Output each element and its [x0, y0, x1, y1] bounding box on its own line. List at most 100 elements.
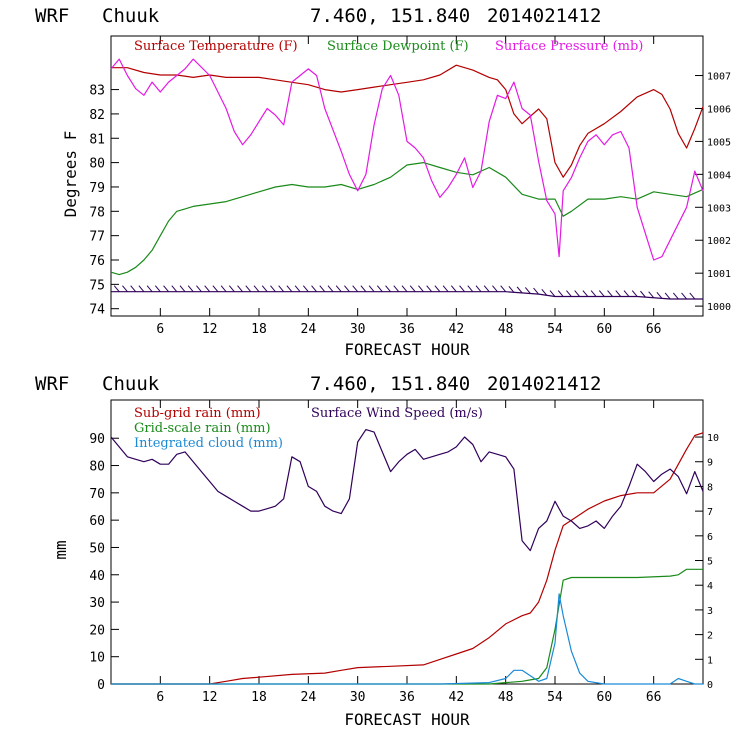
series-line-surface-wind [111, 291, 703, 300]
wind-barb [492, 285, 498, 292]
wind-barb [138, 285, 145, 292]
y2-tick-label: 9 [707, 458, 713, 469]
y2-tick-label: 1003 [707, 203, 731, 214]
wind-barb [376, 285, 383, 292]
wind-barb [360, 285, 367, 292]
bottom-x-axis-label: FORECAST HOUR [344, 710, 470, 729]
wind-barb [319, 285, 326, 292]
wind-barb [566, 290, 572, 297]
x-tick-label: 12 [202, 690, 218, 705]
x-tick-label: 6 [156, 690, 164, 705]
bottom-chart-series [110, 429, 704, 685]
wind-barb [146, 285, 153, 292]
wind-barb [344, 285, 350, 292]
top-chart-wind-barbs [113, 285, 696, 300]
wind-barb [311, 285, 317, 292]
x-tick-label: 48 [498, 322, 514, 337]
wind-barb [335, 285, 342, 292]
x-tick-label: 42 [449, 690, 465, 705]
wind-barb [401, 285, 408, 292]
x-tick-label: 6 [156, 322, 164, 337]
wind-barb [261, 285, 268, 292]
y2-tick-label: 10 [707, 433, 719, 444]
wind-barb [689, 292, 696, 300]
y-tick-label: 60 [89, 514, 105, 529]
series-line-surface-temperature-f [111, 64, 704, 178]
y-tick-label: 40 [89, 569, 105, 584]
wind-barb [631, 290, 638, 297]
x-tick-label: 18 [251, 690, 267, 705]
y-tick-label: 81 [89, 132, 105, 147]
wind-barb [368, 285, 375, 292]
series-line-surface-pressure-mb [110, 58, 704, 261]
wind-barb [409, 285, 416, 292]
wind-barb [130, 285, 137, 292]
wind-barb [302, 285, 309, 292]
wind-barb [196, 285, 202, 292]
y-tick-label: 90 [89, 432, 105, 447]
y-tick-label: 80 [89, 460, 105, 475]
top-chart-ticks [111, 36, 703, 316]
bottom-chart: 6 12 18 24 30 36 42 48 54 60 660102030405060708090… [51, 399, 719, 729]
y-tick-label: 0 [97, 678, 105, 693]
top-chart-frame [110, 35, 704, 317]
wind-barb [533, 287, 539, 295]
y2-tick-label: 7 [707, 507, 713, 518]
y2-tick-label: 6 [707, 532, 713, 543]
wind-barb [524, 287, 531, 294]
x-tick-label: 18 [251, 322, 267, 337]
wind-barb [475, 285, 482, 292]
wind-barb [204, 285, 211, 292]
wind-barb [541, 288, 548, 296]
wind-barb [171, 285, 178, 292]
y-tick-label: 75 [89, 278, 105, 293]
x-tick-label: 42 [449, 322, 465, 337]
wind-barb [434, 285, 441, 292]
top-chart-tick-labels: 6 12 18 24 30 36 42 48 54 60 66 74 75 76 77 78 79 80 81 82 8… [89, 72, 731, 337]
y-tick-label: 30 [89, 596, 105, 611]
series-line-integrated-cloud-mm [111, 593, 703, 685]
legend-integrated-cloud: Integrated cloud (mm) [134, 436, 283, 451]
x-tick-label: 36 [399, 322, 415, 337]
y-tick-label: 83 [89, 84, 105, 99]
y-tick-label: 74 [89, 303, 105, 318]
y2-tick-label: 1005 [707, 137, 731, 148]
wind-barb [426, 285, 433, 292]
wind-barb [286, 285, 293, 292]
x-tick-label: 60 [597, 690, 613, 705]
series-line-grid-scale-rain-mm [111, 568, 703, 685]
y-tick-label: 82 [89, 108, 105, 123]
wind-barb [582, 290, 589, 297]
bottom-header-model: WRF [35, 373, 69, 395]
legend-surface-wind-speed: Surface Wind Speed (m/s) [311, 406, 483, 421]
top-header-coords: 7.460, 151.840 [310, 5, 470, 27]
wind-barb [163, 285, 169, 292]
x-tick-label: 12 [202, 322, 218, 337]
wind-barb [294, 285, 301, 292]
y2-tick-label: 0 [707, 680, 713, 691]
wind-barb [154, 285, 161, 292]
wind-barb [212, 285, 219, 292]
bottom-header-coords: 7.460, 151.840 [310, 373, 470, 395]
y-tick-label: 76 [89, 254, 105, 269]
bottom-header-init-time: 2014021412 [487, 373, 601, 395]
wind-barb [220, 285, 227, 292]
wind-barb [179, 285, 186, 292]
top-header-station: Chuuk [102, 5, 160, 27]
wind-barb [450, 285, 457, 292]
y-tick-label: 78 [89, 205, 105, 220]
y2-tick-label: 1001 [707, 269, 731, 280]
x-tick-label: 66 [646, 690, 662, 705]
x-tick-label: 54 [547, 690, 563, 705]
top-header-init-time: 2014021412 [487, 5, 601, 27]
x-tick-label: 60 [597, 322, 613, 337]
x-tick-label: 36 [399, 690, 415, 705]
wind-barb [681, 292, 687, 300]
legend-surface-dewpoint: Surface Dewpoint (F) [327, 39, 469, 54]
y2-tick-label: 1 [707, 655, 713, 666]
x-tick-label: 30 [350, 690, 366, 705]
wind-barb [508, 285, 515, 293]
y2-tick-label: 8 [707, 482, 713, 493]
y2-tick-label: 1007 [707, 72, 731, 83]
wind-barb [237, 285, 243, 292]
